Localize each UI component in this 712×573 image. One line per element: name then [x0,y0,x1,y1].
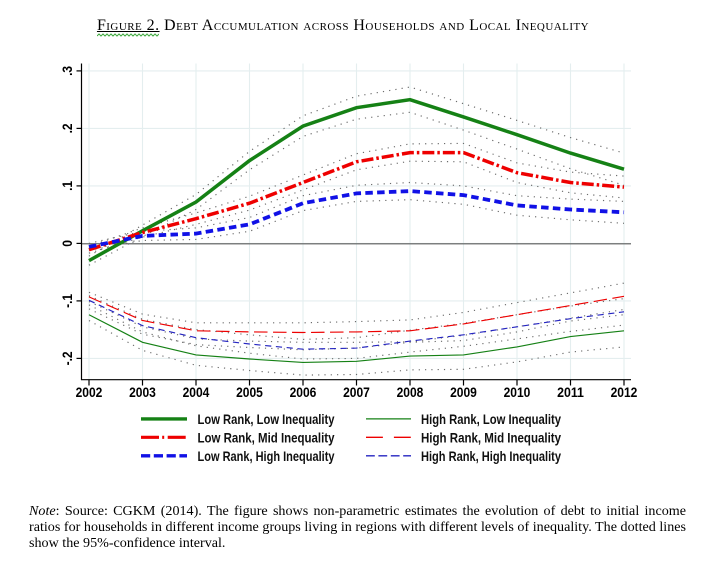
svg-text:2005: 2005 [236,384,263,400]
svg-text:Low Rank, High Inequality: Low Rank, High Inequality [198,449,335,464]
svg-text:.1: .1 [59,181,75,191]
svg-text:2007: 2007 [343,384,370,400]
svg-text:2006: 2006 [290,384,317,400]
svg-text:High Rank, Mid Inequality: High Rank, Mid Inequality [421,430,561,445]
svg-text:2009: 2009 [450,384,477,400]
svg-text:0: 0 [59,240,75,247]
svg-text:-.1: -.1 [59,294,75,308]
svg-text:2004: 2004 [183,384,210,400]
svg-text:High Rank, Low Inequality: High Rank, Low Inequality [421,412,561,427]
svg-text:-.2: -.2 [59,351,75,365]
svg-text:High Rank, High Inequality: High Rank, High Inequality [421,449,561,464]
svg-text:2010: 2010 [504,384,531,400]
svg-text:Low Rank, Mid Inequality: Low Rank, Mid Inequality [198,430,335,445]
svg-text:2003: 2003 [129,384,156,400]
svg-text:Low Rank, Low Inequality: Low Rank, Low Inequality [198,412,335,427]
svg-text:.3: .3 [59,66,75,76]
svg-text:2008: 2008 [397,384,424,400]
svg-text:.2: .2 [59,123,75,133]
svg-text:2002: 2002 [76,384,103,400]
svg-text:2012: 2012 [611,384,638,400]
svg-text:2011: 2011 [557,384,584,400]
